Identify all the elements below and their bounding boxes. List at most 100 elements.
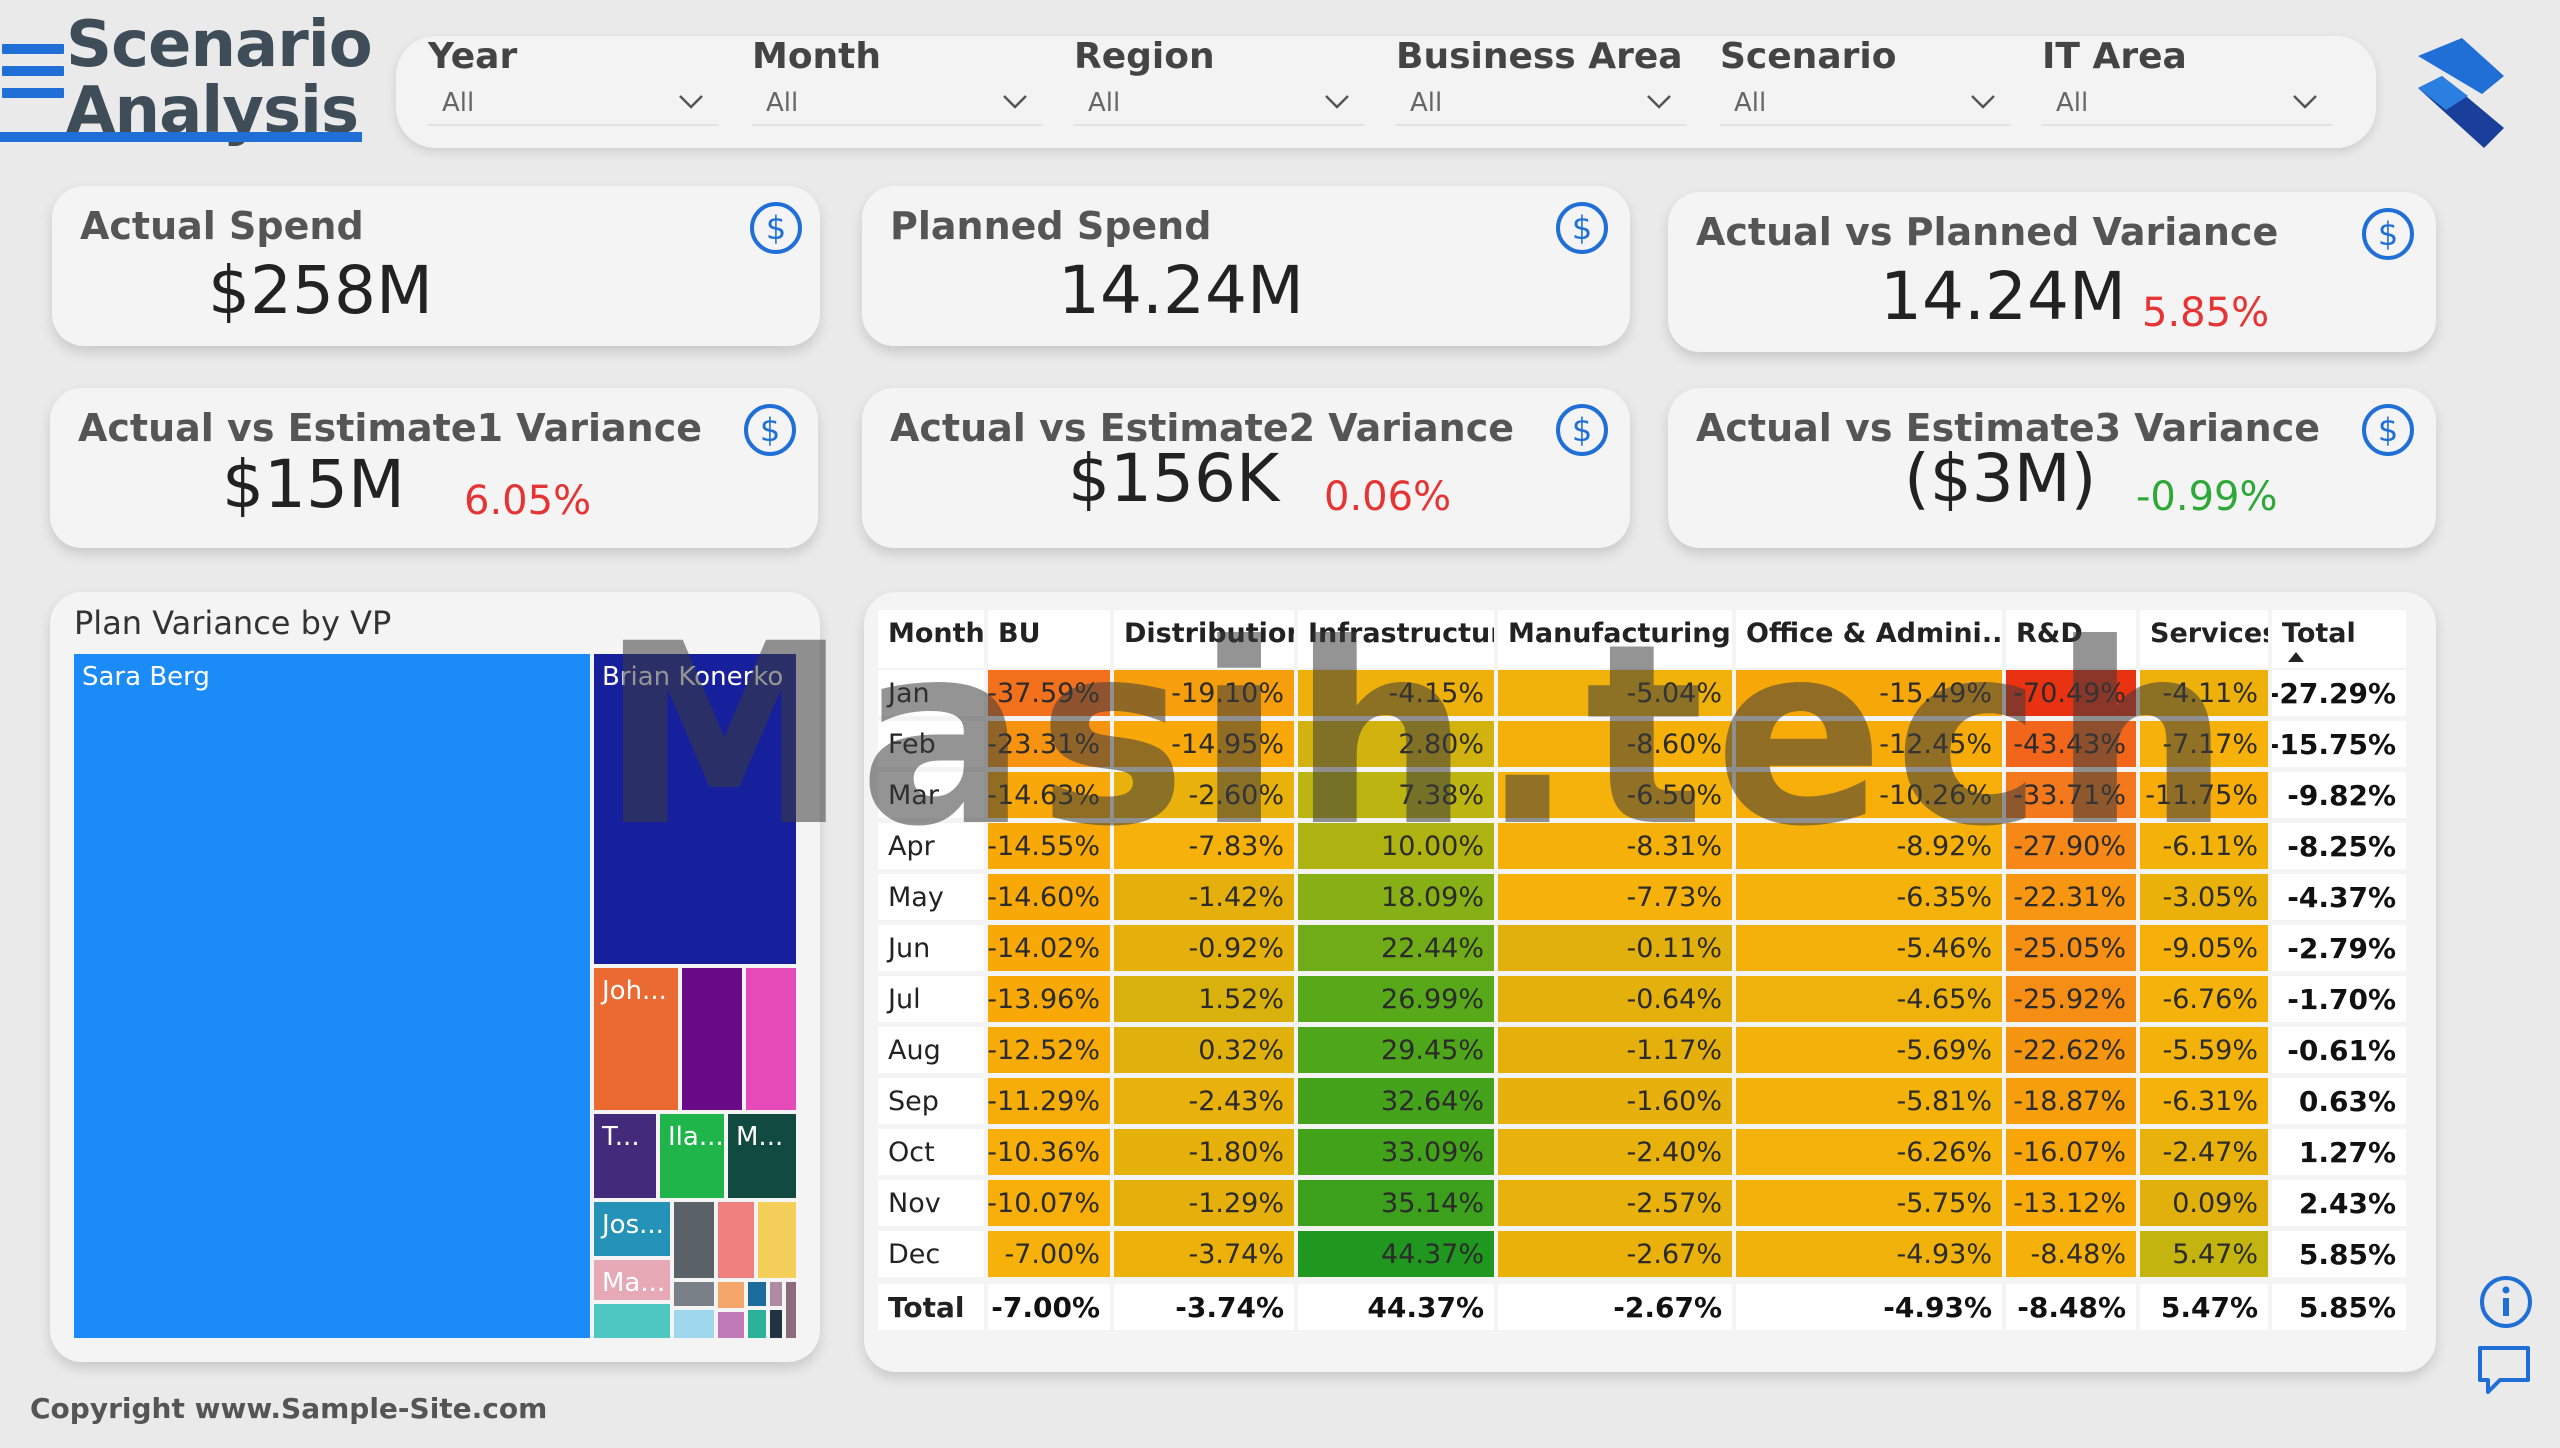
filter-region-value: All xyxy=(1088,88,1121,118)
treemap-tile-brian-konerko[interactable]: Brian Konerko xyxy=(594,654,796,964)
kpi-value: 14.24M xyxy=(1880,258,2126,335)
treemap-tile[interactable] xyxy=(748,1282,766,1306)
kpi-percent: 0.06% xyxy=(1324,474,1452,520)
matrix-cell: -14.60% xyxy=(988,874,1110,920)
total-row-cell: -4.93% xyxy=(1736,1284,2002,1330)
chevron-down-icon xyxy=(1003,95,1027,109)
treemap-tile[interactable] xyxy=(682,968,742,1110)
filter-year-dropdown[interactable]: All xyxy=(428,82,718,126)
filter-scenario-dropdown[interactable]: All xyxy=(1720,82,2010,126)
matrix-cell: -2.57% xyxy=(1498,1180,1732,1226)
kpi-percent: 6.05% xyxy=(464,478,592,524)
kpi-value: $258M xyxy=(208,252,433,329)
column-header-distribution[interactable]: Distribution xyxy=(1114,610,1294,668)
treemap-tile-jos[interactable]: Jos... xyxy=(594,1202,670,1256)
brand-logo xyxy=(2418,38,2504,148)
filter-it-area-dropdown[interactable]: All xyxy=(2042,82,2332,126)
month-label: Dec xyxy=(878,1231,984,1277)
treemap-tile-sara-berg[interactable]: Sara Berg xyxy=(74,654,590,1338)
treemap-tile[interactable] xyxy=(748,1310,766,1338)
sort-ascending-icon xyxy=(2288,652,2304,662)
matrix-cell: -10.07% xyxy=(988,1180,1110,1226)
matrix-cell: -5.59% xyxy=(2140,1027,2268,1073)
column-header-manufacturing[interactable]: Manufacturing xyxy=(1498,610,1732,668)
treemap-tile-t[interactable]: T... xyxy=(594,1114,656,1198)
matrix-cell: -8.60% xyxy=(1498,721,1732,767)
chevron-down-icon xyxy=(1647,95,1671,109)
treemap-tile[interactable] xyxy=(718,1312,744,1338)
filter-region-dropdown[interactable]: All xyxy=(1074,82,1364,126)
treemap-tile[interactable] xyxy=(718,1202,754,1278)
column-header-infrastructure[interactable]: Infrastructure xyxy=(1298,610,1494,668)
column-header-services[interactable]: Services xyxy=(2140,610,2268,668)
matrix-cell: -6.11% xyxy=(2140,823,2268,869)
dollar-icon: $ xyxy=(1556,404,1608,456)
kpi-value: $156K xyxy=(1068,440,1280,517)
matrix-cell: -37.59% xyxy=(988,670,1110,716)
treemap-tile-label: Jos... xyxy=(602,1210,664,1240)
filter-it-area-label: IT Area xyxy=(2042,36,2187,77)
kpi-estimate2-variance: Actual vs Estimate2 Variance $156K 0.06%… xyxy=(862,388,1630,548)
treemap-tile[interactable] xyxy=(718,1282,744,1308)
matrix-cell: 32.64% xyxy=(1298,1078,1494,1124)
matrix-cell: -1.42% xyxy=(1114,874,1294,920)
column-header-bu[interactable]: BU xyxy=(988,610,1110,668)
treemap-tile[interactable] xyxy=(674,1202,714,1278)
matrix-cell: -13.12% xyxy=(2006,1180,2136,1226)
matrix-cell: -3.74% xyxy=(1114,1231,1294,1277)
kpi-title: Actual Spend xyxy=(80,204,364,248)
matrix-cell: -0.64% xyxy=(1498,976,1732,1022)
info-icon[interactable] xyxy=(2478,1274,2534,1330)
matrix-cell: -19.10% xyxy=(1114,670,1294,716)
matrix-cell: -5.69% xyxy=(1736,1027,2002,1073)
filter-year-label: Year xyxy=(428,36,518,77)
total-row-label: Total xyxy=(878,1284,984,1330)
matrix-cell: -7.17% xyxy=(2140,721,2268,767)
matrix-cell: -4.93% xyxy=(1736,1231,2002,1277)
treemap-tile-joh[interactable]: Joh... xyxy=(594,968,678,1110)
treemap-tile[interactable] xyxy=(594,1304,670,1338)
month-label: Nov xyxy=(878,1180,984,1226)
matrix-cell: -0.11% xyxy=(1498,925,1732,971)
filter-month-dropdown[interactable]: All xyxy=(752,82,1042,126)
total-row-cell: -3.74% xyxy=(1114,1284,1294,1330)
kpi-actual-spend: Actual Spend $258M $ xyxy=(52,186,820,346)
month-label: Mar xyxy=(878,772,984,818)
column-header-month[interactable]: Month xyxy=(878,610,984,668)
row-total: -8.25% xyxy=(2272,823,2406,869)
treemap-tile[interactable] xyxy=(770,1310,782,1338)
column-header-r-d[interactable]: R&D xyxy=(2006,610,2136,668)
treemap-tile-ila[interactable]: Ila... xyxy=(660,1114,724,1198)
total-row-cell: 5.85% xyxy=(2272,1284,2406,1330)
treemap-tile[interactable] xyxy=(758,1202,796,1278)
matrix-cell: -11.29% xyxy=(988,1078,1110,1124)
chat-icon[interactable] xyxy=(2476,1344,2532,1396)
treemap-tile[interactable] xyxy=(674,1310,714,1338)
matrix-cell: -6.26% xyxy=(1736,1129,2002,1175)
treemap-tile[interactable] xyxy=(746,968,796,1110)
treemap-tile[interactable] xyxy=(786,1282,796,1338)
row-total: -2.79% xyxy=(2272,925,2406,971)
treemap-tile-m[interactable]: M... xyxy=(728,1114,796,1198)
month-label: Apr xyxy=(878,823,984,869)
kpi-title: Planned Spend xyxy=(890,204,1212,248)
matrix-cell: -14.02% xyxy=(988,925,1110,971)
treemap-tile[interactable] xyxy=(770,1282,782,1306)
treemap-tile[interactable] xyxy=(674,1282,714,1306)
column-header-total[interactable]: Total xyxy=(2272,610,2406,668)
dollar-icon: $ xyxy=(2362,208,2414,260)
treemap-title: Plan Variance by VP xyxy=(74,604,392,642)
matrix-cell: 44.37% xyxy=(1298,1231,1494,1277)
matrix-cell: -12.52% xyxy=(988,1027,1110,1073)
filter-business-area-dropdown[interactable]: All xyxy=(1396,82,1686,126)
row-total: -27.29% xyxy=(2272,670,2406,716)
total-row-cell: -7.00% xyxy=(988,1284,1110,1330)
hamburger-icon[interactable] xyxy=(2,44,64,122)
filter-bar: Year All Month All Region All Business A… xyxy=(396,36,2376,148)
matrix-cell: -1.17% xyxy=(1498,1027,1732,1073)
matrix-cell: -12.45% xyxy=(1736,721,2002,767)
column-header-office-admini[interactable]: Office & Admini... xyxy=(1736,610,2002,668)
treemap-tile-ma[interactable]: Ma... xyxy=(594,1260,670,1300)
svg-text:$: $ xyxy=(1572,209,1592,247)
matrix-cell: -8.31% xyxy=(1498,823,1732,869)
